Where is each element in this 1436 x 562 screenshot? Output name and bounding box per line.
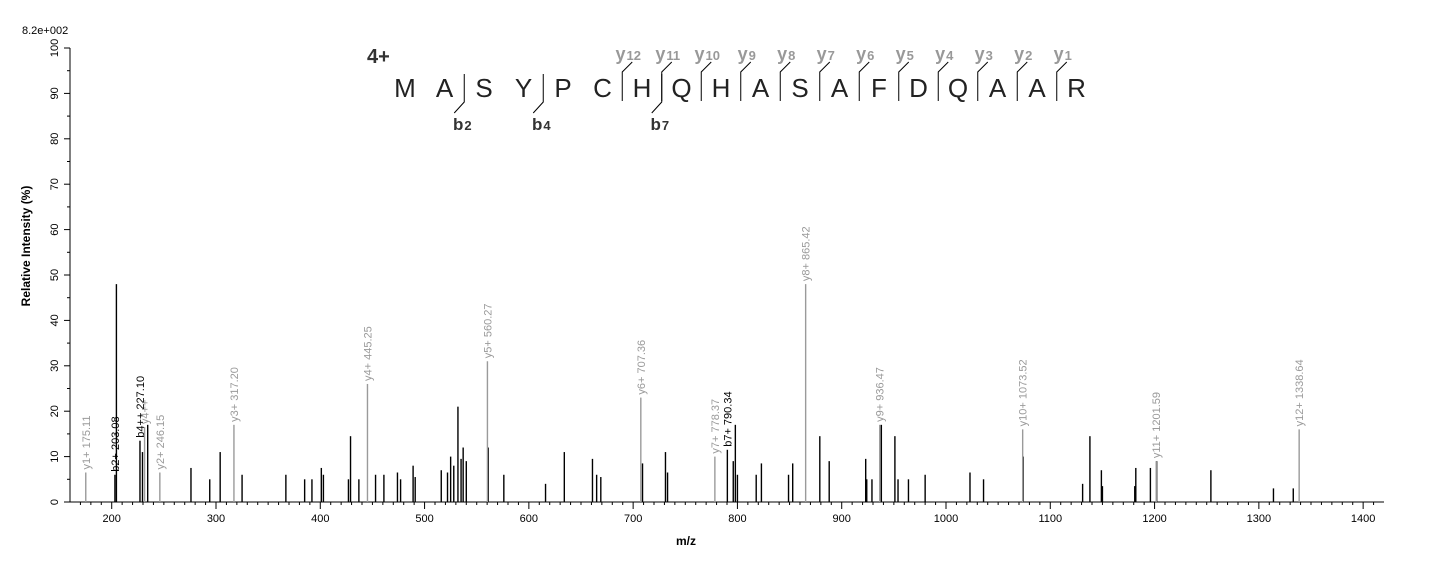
y-tick-label: 60 [49, 223, 61, 235]
charge-state: 4+ [367, 46, 390, 68]
residue: S [475, 73, 492, 103]
residue: A [831, 73, 849, 103]
y-ion-label: y8 [777, 44, 795, 64]
b-ion-bracket [532, 74, 544, 114]
residue: Q [671, 73, 691, 103]
peak-label: y8+ 865.42 [801, 226, 813, 281]
b-ion-label: b4 [532, 115, 551, 134]
x-tick-label: 1400 [1351, 513, 1375, 525]
b-ion-label: b2 [453, 115, 472, 134]
residue: Y [515, 73, 532, 103]
residue: S [791, 73, 808, 103]
x-tick-label: 1200 [1142, 513, 1166, 525]
x-tick-label: 1300 [1247, 513, 1271, 525]
b-ion-bracket [453, 74, 465, 114]
y-ion-bracket [779, 61, 791, 101]
y-ion-label: y4 [935, 44, 954, 64]
residue: H [633, 73, 652, 103]
y-ion-bracket [819, 61, 831, 101]
y-tick-label: 0 [49, 499, 61, 505]
peak-label: y10+ 1073.52 [1018, 359, 1030, 426]
residue: A [752, 73, 770, 103]
peak-label: y12+ 1338.64 [1294, 359, 1306, 426]
peak-label: b7+ 790.34 [722, 391, 734, 446]
peak-label: y3+ 317.20 [229, 367, 241, 422]
y-ion-label: y5 [896, 44, 914, 64]
x-tick-label: 600 [520, 513, 538, 525]
peak-label: b2+ 203.08 [110, 416, 122, 471]
x-tick-label: 200 [103, 513, 121, 525]
y-tick-label: 80 [49, 133, 61, 145]
residue: M [394, 73, 416, 103]
y-ion-label: y1 [1054, 44, 1072, 64]
y-tick-label: 90 [49, 87, 61, 99]
residue: C [593, 73, 612, 103]
residue: R [1067, 73, 1086, 103]
max-intensity-label: 8.2e+002 [22, 25, 68, 37]
peak-label: y9+ 936.47 [875, 367, 887, 422]
b-ion-label: b7 [650, 115, 669, 134]
y-ion-bracket [858, 61, 870, 101]
y-ion-bracket [621, 61, 633, 101]
x-tick-label: 1000 [934, 513, 958, 525]
residue: H [712, 73, 731, 103]
y-ion-label: y6 [856, 44, 874, 64]
y-tick-label: 100 [49, 39, 61, 57]
b-ion-bracket [651, 74, 663, 114]
y-ion-bracket [700, 61, 712, 101]
y-tick-label: 40 [49, 314, 61, 326]
y-ion-label: y10 [695, 44, 720, 64]
peak-label: y5+ 560.27 [482, 304, 494, 359]
y-ion-label: y2 [1014, 44, 1032, 64]
residue: F [871, 73, 887, 103]
x-tick-label: 500 [415, 513, 433, 525]
y-ion-label: y3 [975, 44, 993, 64]
residue: Q [948, 73, 968, 103]
x-tick-label: 1100 [1038, 513, 1062, 525]
peaks-layer [85, 284, 1300, 502]
y-tick-label: 70 [49, 178, 61, 190]
y-ion-bracket [1056, 61, 1068, 101]
peak-label: y4++ [140, 400, 152, 424]
peak-label: y2+ 246.15 [155, 415, 167, 470]
peak-label: b4++ 227.10 [135, 376, 147, 438]
peak-label: y11+ 1201.59 [1151, 392, 1163, 458]
peak-label: y7+ 778.37 [710, 399, 722, 454]
y-tick-label: 10 [49, 450, 61, 462]
y-ion-bracket [1016, 61, 1028, 101]
peak-label: y1+ 175.11 [81, 416, 93, 470]
residue: D [909, 73, 928, 103]
x-tick-label: 800 [728, 513, 746, 525]
y-tick-label: 30 [49, 360, 61, 372]
y-ion-label: y9 [738, 44, 756, 64]
residue: A [436, 73, 454, 103]
y-ion-bracket [898, 61, 910, 101]
residue: A [989, 73, 1007, 103]
y-ion-bracket [977, 61, 989, 101]
y-ion-label: y11 [655, 44, 680, 64]
x-axis-title: m/z [676, 534, 696, 548]
y-ion-bracket [661, 61, 673, 101]
y-tick-label: 20 [49, 405, 61, 417]
y-tick-label: 50 [49, 269, 61, 281]
residue: A [1028, 73, 1046, 103]
x-tick-label: 300 [207, 513, 225, 525]
y-axis-title: Relative Intensity (%) [19, 186, 33, 307]
peak-label: y4+ 445.25 [362, 326, 374, 381]
y-ion-bracket [740, 61, 752, 101]
x-tick-label: 900 [833, 513, 851, 525]
y-ion-label: y7 [817, 44, 835, 64]
y-ion-bracket [937, 61, 949, 101]
axes: 0 10 20 30 40 50 60 70 80 90 100 200 300 400 500 600 700… [49, 39, 1384, 525]
x-tick-label: 700 [624, 513, 642, 525]
residue: P [554, 73, 571, 103]
x-tick-label: 400 [311, 513, 329, 525]
peak-label: y6+ 707.36 [636, 340, 648, 395]
y-ion-label: y12 [616, 44, 641, 64]
